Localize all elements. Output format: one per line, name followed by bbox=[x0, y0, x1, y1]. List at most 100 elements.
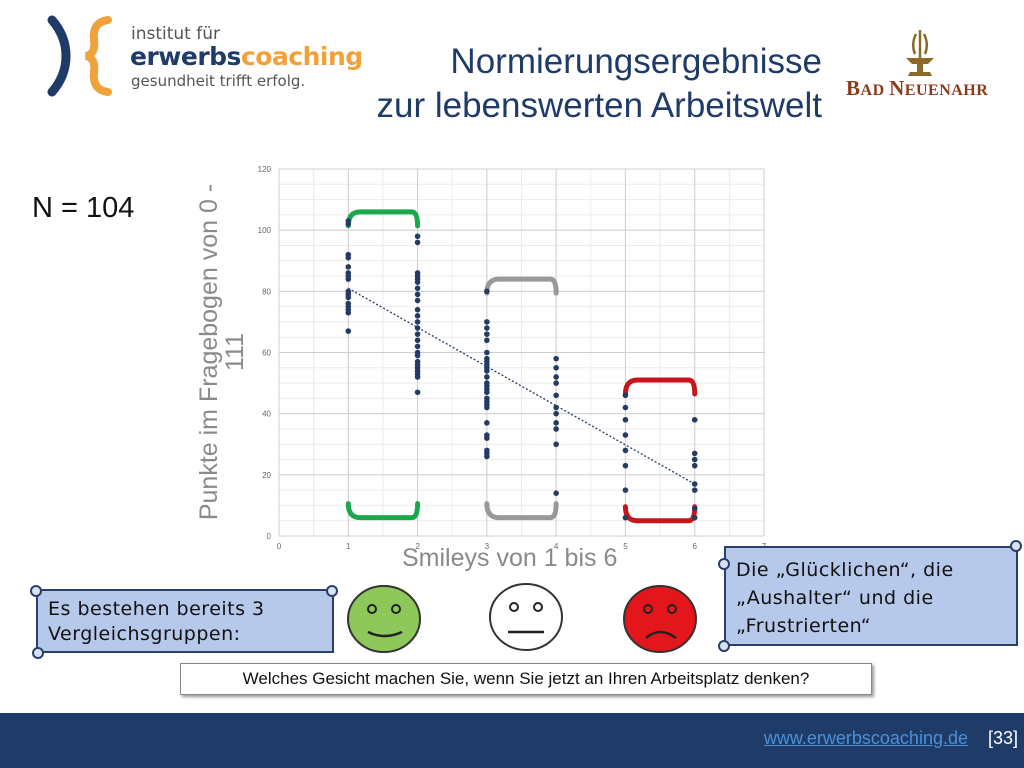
y-tick-label: 100 bbox=[258, 226, 272, 235]
y-axis-label: Punkte im Fragebogen von 0 - 111 bbox=[195, 183, 249, 521]
data-point bbox=[622, 432, 629, 438]
x-tick-label: 0 bbox=[277, 542, 282, 551]
y-tick-label: 20 bbox=[262, 471, 271, 480]
data-point bbox=[622, 514, 629, 521]
data-point bbox=[553, 364, 559, 371]
data-point bbox=[414, 331, 421, 337]
data-point bbox=[553, 374, 559, 380]
y-tick-label: 40 bbox=[262, 410, 271, 419]
data-point bbox=[414, 279, 421, 285]
data-point bbox=[414, 337, 421, 344]
slide-title: Normierungsergebnisse zur lebenswerten A… bbox=[260, 40, 823, 128]
callout-groups-text: Es bestehen bereits 3 Vergleichsgruppen: bbox=[48, 598, 265, 645]
fountain-icon bbox=[906, 30, 934, 76]
data-point bbox=[484, 288, 490, 295]
data-point bbox=[345, 294, 352, 301]
data-point bbox=[553, 426, 559, 432]
data-point bbox=[691, 416, 698, 423]
page-number: [33] bbox=[987, 728, 1018, 748]
data-point bbox=[414, 343, 421, 350]
data-point bbox=[414, 233, 421, 240]
y-tick-label: 60 bbox=[262, 349, 271, 358]
x-tick-label: 6 bbox=[692, 542, 697, 551]
scroll-curl-icon bbox=[30, 585, 42, 597]
data-point bbox=[484, 349, 490, 356]
data-point bbox=[553, 410, 559, 417]
data-point bbox=[484, 374, 490, 380]
data-point bbox=[622, 447, 629, 454]
data-point bbox=[414, 352, 421, 359]
data-point bbox=[414, 306, 421, 313]
data-point bbox=[345, 328, 352, 334]
scatter-chart: 01234567020406080100120 bbox=[258, 165, 767, 551]
data-point bbox=[691, 487, 698, 493]
callout-groups: Es bestehen bereits 3 Vergleichsgruppen: bbox=[30, 585, 338, 659]
data-point bbox=[414, 239, 421, 246]
data-point bbox=[484, 404, 490, 411]
data-point bbox=[553, 420, 559, 426]
group-bracket-bottom bbox=[345, 501, 421, 521]
bad-neuenahr-logo: BAD NEUENAHR bbox=[840, 28, 1000, 108]
scroll-curl-icon bbox=[1010, 540, 1022, 552]
group-bracket-top bbox=[622, 377, 698, 397]
data-point bbox=[345, 264, 352, 270]
x-tick-label: 4 bbox=[554, 542, 559, 551]
title-line-1: Normierungsergebnisse bbox=[450, 42, 822, 81]
x-tick-label: 3 bbox=[485, 542, 490, 551]
data-point bbox=[484, 389, 490, 396]
data-point bbox=[484, 453, 490, 460]
logo-name-part-4: EUENAHR bbox=[904, 82, 989, 99]
data-point bbox=[484, 337, 490, 344]
data-point bbox=[414, 291, 421, 298]
question-box: Welches Gesicht machen Sie, wenn Sie jet… bbox=[180, 663, 872, 695]
logo-name-part-2: AD bbox=[860, 82, 890, 99]
data-point bbox=[484, 420, 490, 426]
logo-line-2: erwerbscoaching bbox=[130, 42, 363, 71]
website-link[interactable]: www.erwerbscoaching.de bbox=[763, 728, 968, 748]
sample-size: N = 104 bbox=[32, 192, 135, 224]
neutral-face-icon bbox=[489, 583, 563, 651]
data-point bbox=[691, 450, 698, 457]
data-point bbox=[691, 481, 698, 487]
data-point bbox=[484, 319, 490, 325]
logo-name: BAD NEUENAHR bbox=[846, 76, 988, 101]
title-line-2: zur lebenswerten Arbeitswelt bbox=[376, 86, 823, 125]
y-tick-label: 0 bbox=[267, 532, 272, 541]
group-bracket-bottom bbox=[484, 501, 559, 521]
logo-line-2a: erwerbs bbox=[130, 42, 241, 71]
scroll-curl-icon bbox=[718, 558, 730, 570]
data-point bbox=[622, 404, 629, 411]
data-point bbox=[345, 254, 352, 261]
x-axis-label: Smileys von 1 bis 6 bbox=[402, 544, 618, 572]
data-point bbox=[553, 441, 559, 448]
data-point bbox=[484, 435, 490, 441]
data-point bbox=[553, 490, 559, 496]
data-point bbox=[414, 297, 421, 304]
data-point bbox=[414, 374, 421, 380]
logo-line-2b: coaching bbox=[240, 42, 363, 71]
group-bracket-bottom bbox=[622, 504, 698, 524]
logo-name-part-1: B bbox=[846, 76, 861, 100]
data-point bbox=[345, 276, 352, 282]
data-point bbox=[414, 389, 421, 396]
data-point bbox=[553, 380, 559, 386]
data-point bbox=[622, 462, 629, 469]
x-tick-label: 1 bbox=[346, 542, 351, 551]
brackets-logo-icon bbox=[47, 15, 112, 97]
callout-line-2: „Aushalter“ und die bbox=[736, 587, 934, 609]
scroll-curl-icon bbox=[718, 640, 730, 652]
data-point bbox=[414, 285, 421, 292]
logo-name-part-3: N bbox=[889, 76, 905, 100]
logo-slogan: gesundheit trifft erfolg. bbox=[131, 72, 306, 90]
data-point bbox=[553, 355, 559, 362]
data-point bbox=[622, 487, 629, 493]
logo-line-1: institut für bbox=[131, 24, 221, 44]
data-point bbox=[345, 309, 352, 316]
group-bracket-top bbox=[484, 276, 559, 296]
x-tick-label: 5 bbox=[623, 542, 628, 551]
data-point bbox=[414, 313, 421, 319]
data-point bbox=[622, 392, 629, 399]
y-tick-label: 120 bbox=[258, 165, 272, 174]
data-point bbox=[414, 319, 421, 325]
data-point bbox=[691, 462, 698, 469]
